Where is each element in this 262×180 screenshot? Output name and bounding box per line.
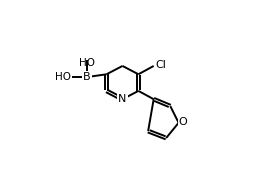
Text: B: B [83,72,91,82]
Text: Cl: Cl [155,60,166,70]
Text: O: O [179,117,187,127]
Text: N: N [118,94,127,104]
Text: HO: HO [79,58,95,68]
Text: HO: HO [55,72,71,82]
